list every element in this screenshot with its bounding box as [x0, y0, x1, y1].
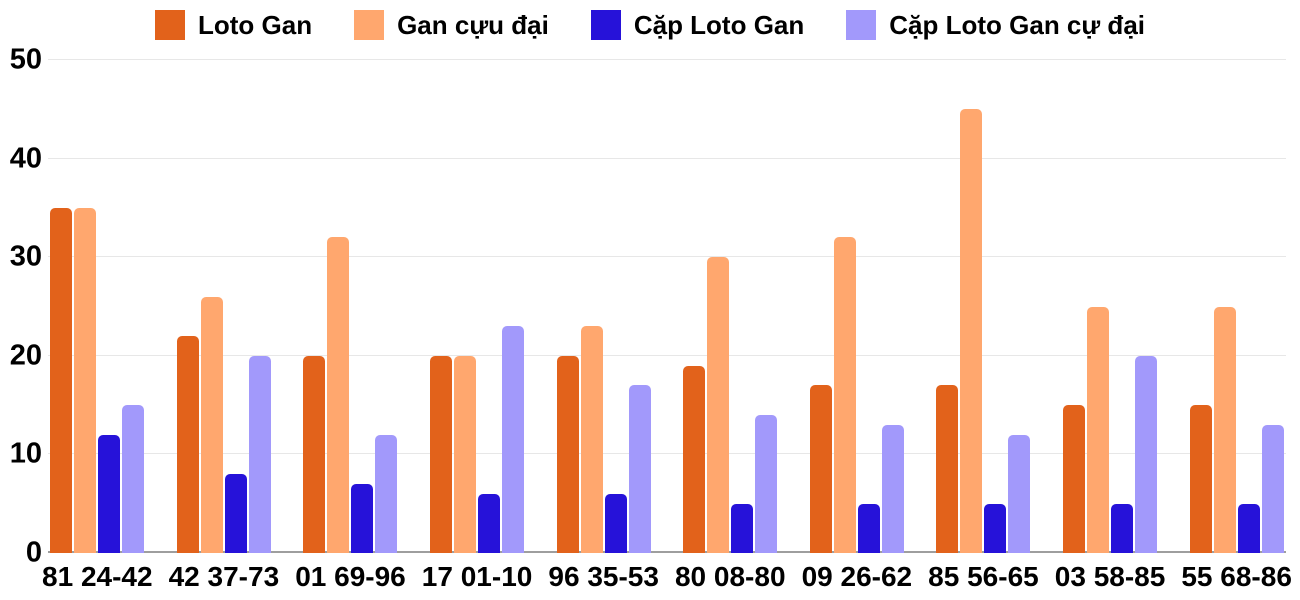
bar[interactable]: [628, 385, 651, 553]
legend-swatch-icon: [354, 10, 385, 40]
y-tick-label: 30: [9, 240, 42, 273]
gridline: [48, 453, 1286, 455]
bar-group-5: [540, 60, 667, 553]
y-tick-label: 50: [9, 43, 42, 76]
bar[interactable]: [984, 503, 1007, 553]
x-axis-baseline: [48, 551, 1286, 553]
bar[interactable]: [960, 109, 983, 553]
legend-swatch-icon: [846, 10, 877, 40]
chart-legend: Loto Gan Gan cựu đại Cặp Loto Gan Cặp Loto …: [0, 6, 1300, 44]
bar[interactable]: [1135, 355, 1158, 553]
legend-item-4[interactable]: Cặp Loto Gan cự đại: [846, 10, 1145, 41]
bar[interactable]: [1008, 434, 1031, 553]
bar[interactable]: [881, 424, 904, 553]
bar[interactable]: [327, 237, 350, 553]
bar[interactable]: [224, 474, 247, 553]
gridlines: [48, 59, 1286, 553]
x-axis-labels: 81 24-42 42 37-73 01 69-96 17 01-10 96 35-53…: [34, 556, 1300, 598]
gridline: [48, 59, 1286, 60]
y-tick-label: 20: [9, 339, 42, 372]
bar[interactable]: [580, 326, 603, 553]
bar-group-7: [794, 60, 921, 553]
bar[interactable]: [430, 355, 453, 553]
bar[interactable]: [683, 365, 706, 553]
bar-group-2: [161, 60, 288, 553]
bar[interactable]: [833, 237, 856, 553]
x-tick-label: 03 58-85: [1054, 561, 1166, 592]
bar-group-3: [287, 60, 414, 553]
x-tick-label: 85 56-65: [928, 561, 1039, 592]
bar[interactable]: [1213, 306, 1236, 553]
legend-label: Cặp Loto Gan: [633, 9, 805, 40]
bar[interactable]: [731, 503, 754, 553]
bar[interactable]: [1063, 405, 1086, 553]
gridline: [48, 256, 1286, 258]
x-tick-label: 42 37-73: [168, 561, 280, 592]
bar[interactable]: [755, 414, 778, 553]
legend-label: Loto Gan: [197, 9, 313, 40]
bar[interactable]: [375, 434, 398, 553]
legend-swatch-icon: [590, 10, 621, 40]
bar[interactable]: [707, 257, 730, 553]
bar[interactable]: [200, 296, 223, 553]
x-tick-label: 80 08-80: [674, 561, 786, 592]
x-tick-label: 09 26-62: [801, 561, 913, 592]
y-tick-label: 0: [25, 536, 42, 569]
legend-item-1[interactable]: Loto Gan: [154, 9, 313, 41]
legend-item-2[interactable]: Gan cựu đại: [354, 10, 549, 41]
bar[interactable]: [351, 483, 374, 553]
legend-swatch-icon: [154, 10, 185, 40]
bar[interactable]: [1189, 405, 1212, 553]
bar[interactable]: [454, 355, 477, 553]
x-tick-label: 01 69-96: [295, 561, 406, 592]
bar[interactable]: [809, 385, 832, 553]
legend-item-3[interactable]: Cặp Loto Gan: [590, 9, 805, 41]
bar[interactable]: [74, 207, 97, 553]
plot-area: [34, 60, 1300, 553]
bar[interactable]: [502, 326, 525, 553]
bar[interactable]: [98, 434, 121, 553]
bar[interactable]: [857, 503, 880, 553]
bar[interactable]: [936, 385, 959, 553]
legend-label: Gan cựu đại: [397, 9, 549, 40]
bar[interactable]: [303, 355, 326, 553]
bar[interactable]: [122, 405, 145, 553]
x-tick-label: 17 01-10: [421, 561, 533, 592]
legend-label: Cặp Loto Gan cự đại: [889, 9, 1145, 40]
bar[interactable]: [1261, 424, 1284, 553]
bar[interactable]: [1237, 503, 1260, 553]
bar[interactable]: [556, 355, 579, 553]
y-tick-label: 40: [9, 142, 42, 175]
gridline: [48, 354, 1286, 356]
bar-group-6: [667, 60, 794, 553]
bar-group-1: [34, 60, 161, 553]
gridline: [48, 157, 1286, 159]
bar-group-4: [414, 60, 541, 553]
bar-group-8: [920, 60, 1047, 553]
bar[interactable]: [50, 207, 73, 553]
bar[interactable]: [1087, 306, 1110, 553]
x-tick-label: 55 68-86: [1181, 561, 1292, 592]
bar[interactable]: [1111, 503, 1134, 553]
x-tick-label: 96 35-53: [548, 561, 659, 592]
bar-group-10: [1173, 60, 1300, 553]
bar[interactable]: [248, 355, 271, 553]
y-tick-label: 10: [9, 437, 42, 470]
y-axis-labels: 0 10 20 30 40 50: [0, 45, 42, 567]
bar[interactable]: [478, 493, 501, 553]
bar[interactable]: [176, 336, 199, 553]
bar[interactable]: [604, 493, 627, 553]
bar-group-9: [1047, 60, 1174, 553]
x-tick-label: 81 24-42: [42, 561, 153, 592]
